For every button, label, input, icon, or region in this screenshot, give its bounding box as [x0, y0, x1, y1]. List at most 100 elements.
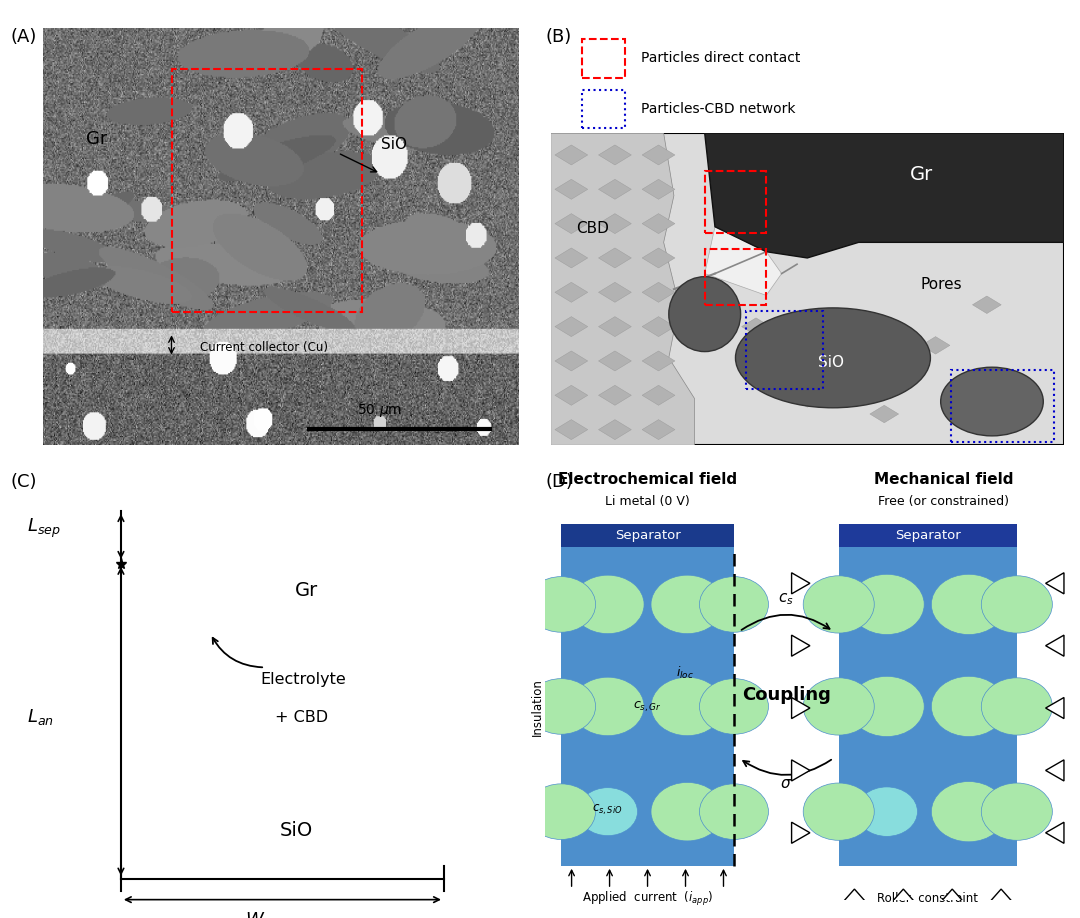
Text: Gr: Gr — [86, 130, 107, 149]
Text: + CBD: + CBD — [275, 711, 328, 725]
Polygon shape — [598, 145, 632, 165]
Text: (D): (D) — [545, 473, 573, 491]
Polygon shape — [598, 420, 632, 440]
Circle shape — [804, 576, 874, 633]
Polygon shape — [555, 283, 588, 302]
Polygon shape — [972, 296, 1001, 314]
Text: Separator: Separator — [615, 529, 680, 542]
Bar — [951, 370, 1054, 442]
Polygon shape — [598, 214, 632, 233]
Polygon shape — [869, 405, 899, 423]
Text: $i_{loc}$: $i_{loc}$ — [676, 665, 693, 681]
Text: SiO: SiO — [818, 355, 843, 370]
Text: Gr: Gr — [909, 165, 933, 184]
Text: Electrolyte: Electrolyte — [260, 672, 346, 688]
Circle shape — [571, 677, 644, 735]
Text: CBD: CBD — [577, 221, 609, 236]
Bar — [562, 547, 734, 866]
Circle shape — [931, 575, 1007, 634]
Text: Insulation: Insulation — [531, 678, 544, 736]
Circle shape — [571, 576, 644, 633]
Bar — [704, 249, 767, 305]
Circle shape — [804, 677, 874, 735]
Text: Particles-CBD network: Particles-CBD network — [640, 102, 795, 116]
Circle shape — [982, 576, 1052, 633]
Polygon shape — [1045, 823, 1064, 844]
Text: Particles direct contact: Particles direct contact — [640, 51, 800, 65]
Polygon shape — [1045, 573, 1064, 594]
Circle shape — [527, 577, 595, 633]
Polygon shape — [792, 823, 810, 844]
Circle shape — [804, 783, 874, 840]
Text: Coupling: Coupling — [742, 686, 831, 704]
Text: Electrochemical field: Electrochemical field — [558, 472, 738, 487]
Polygon shape — [555, 351, 588, 371]
Text: (B): (B) — [545, 28, 571, 46]
Text: (A): (A) — [11, 28, 37, 46]
Text: $c_s$: $c_s$ — [779, 591, 794, 607]
Text: Applied  current  ($i_{app}$): Applied current ($i_{app}$) — [582, 890, 713, 908]
Circle shape — [849, 575, 924, 634]
Bar — [839, 524, 1017, 547]
Polygon shape — [643, 179, 675, 199]
Polygon shape — [1045, 698, 1064, 719]
Polygon shape — [643, 248, 675, 268]
Circle shape — [527, 678, 595, 734]
Polygon shape — [792, 760, 810, 781]
Polygon shape — [643, 145, 675, 165]
Circle shape — [651, 576, 724, 633]
Circle shape — [651, 782, 724, 841]
Polygon shape — [643, 351, 675, 371]
Polygon shape — [792, 573, 810, 594]
Text: $c_{s, SiO}$: $c_{s, SiO}$ — [593, 802, 623, 817]
Polygon shape — [1045, 760, 1064, 781]
Bar — [704, 171, 767, 233]
Polygon shape — [555, 420, 588, 440]
Polygon shape — [890, 889, 917, 904]
Polygon shape — [598, 317, 632, 337]
Bar — [745, 311, 823, 389]
Polygon shape — [921, 337, 950, 354]
Polygon shape — [793, 389, 822, 408]
Ellipse shape — [669, 276, 741, 352]
Polygon shape — [841, 889, 867, 904]
Polygon shape — [643, 283, 675, 302]
Circle shape — [700, 577, 769, 633]
Text: (C): (C) — [11, 473, 38, 491]
Polygon shape — [598, 283, 632, 302]
Text: Roller  constraint: Roller constraint — [877, 891, 978, 905]
Circle shape — [527, 784, 595, 839]
Circle shape — [700, 678, 769, 734]
Text: Separator: Separator — [895, 529, 960, 542]
Bar — [582, 90, 624, 128]
Text: SiO: SiO — [380, 137, 406, 151]
Polygon shape — [792, 698, 810, 719]
Polygon shape — [742, 318, 770, 335]
Text: Current collector (Cu): Current collector (Cu) — [200, 341, 328, 353]
Polygon shape — [643, 317, 675, 337]
Text: Free (or constrained): Free (or constrained) — [878, 495, 1009, 508]
Circle shape — [931, 781, 1007, 842]
Polygon shape — [704, 227, 782, 296]
Polygon shape — [643, 214, 675, 233]
Polygon shape — [988, 889, 1014, 904]
Polygon shape — [555, 248, 588, 268]
Text: Li metal (0 V): Li metal (0 V) — [605, 495, 690, 508]
Text: Mechanical field: Mechanical field — [874, 472, 1013, 487]
Bar — [582, 39, 624, 77]
Text: Pores: Pores — [920, 277, 962, 292]
Text: $L_{sep}$: $L_{sep}$ — [27, 517, 60, 541]
Text: Gr: Gr — [295, 580, 319, 599]
Text: $\sigma$: $\sigma$ — [781, 776, 793, 790]
Polygon shape — [555, 179, 588, 199]
Circle shape — [849, 677, 924, 736]
Polygon shape — [551, 133, 694, 445]
Polygon shape — [643, 386, 675, 405]
Polygon shape — [555, 317, 588, 337]
Polygon shape — [598, 351, 632, 371]
Circle shape — [578, 788, 637, 835]
Polygon shape — [555, 214, 588, 233]
Polygon shape — [643, 420, 675, 440]
Circle shape — [700, 784, 769, 839]
Ellipse shape — [941, 367, 1043, 436]
